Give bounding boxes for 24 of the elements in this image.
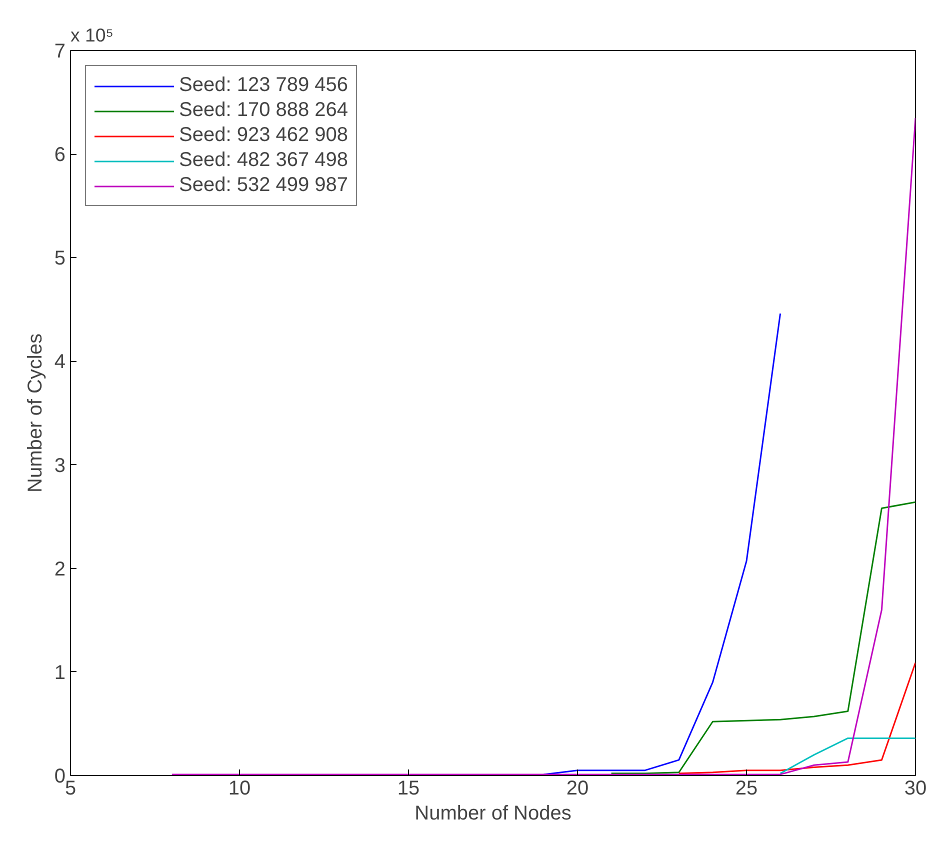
text: x 10⁵ — [70, 24, 114, 46]
legend-label: Seed: 123 789 456 — [179, 74, 348, 97]
y-tick-label: 6 — [54, 144, 66, 166]
legend-label: Seed: 170 888 264 — [179, 99, 348, 122]
x-tick-label: 10 — [228, 778, 251, 800]
y-tick-label: 4 — [54, 351, 66, 374]
y-tick-label: 3 — [54, 454, 66, 477]
x-tick-label: 20 — [566, 778, 589, 800]
y-tick-label: 0 — [54, 766, 66, 788]
y-tick-label: 2 — [54, 558, 66, 580]
line-series — [171, 117, 916, 776]
y-tick-label: 5 — [54, 248, 66, 270]
legend-label: Seed: 923 462 908 — [179, 124, 348, 147]
legend-label: Seed: 532 499 987 — [179, 174, 348, 197]
x-tick-label: 15 — [397, 778, 420, 800]
line-series — [678, 662, 916, 774]
x-tick-label: 30 — [904, 778, 927, 800]
y-tick-label: 1 — [54, 662, 66, 684]
x-tick-label: 25 — [735, 778, 758, 800]
y-axis-title: Number of Cycles — [24, 334, 46, 492]
line-series — [610, 501, 916, 774]
legend-label: Seed: 482 367 498 — [179, 149, 348, 172]
y-tick-label: 7 — [54, 40, 66, 62]
x-axis-title: Number of Nodes — [414, 802, 572, 824]
